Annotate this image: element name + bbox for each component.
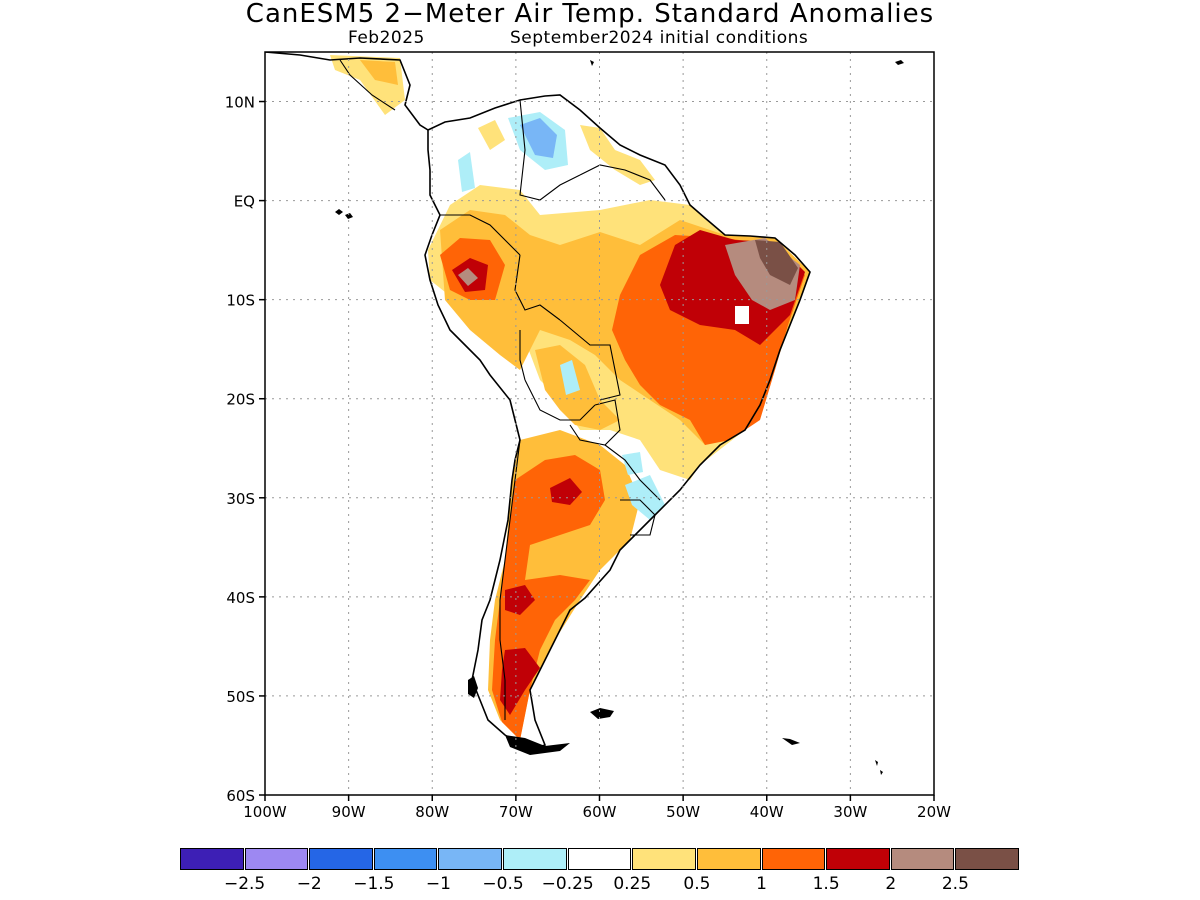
- island-tierra-del-fuego: [505, 735, 570, 755]
- border-brazil-north: [579, 164, 666, 201]
- coastlines: [265, 52, 811, 751]
- lon-tick-label: 70W: [499, 803, 533, 821]
- colorbar-swatch: [503, 848, 567, 870]
- border-uruguay: [620, 499, 656, 536]
- anomaly-band-cyan-colombia: [458, 152, 475, 192]
- forecast-month: Feb2025: [348, 28, 425, 48]
- border-colombia-venezuela: [519, 99, 581, 201]
- anomaly-band-yellow-north: [478, 120, 505, 150]
- lon-tick-label: 20W: [917, 803, 951, 821]
- island-chiloe: [468, 676, 478, 698]
- anomaly-band-brown-west: [458, 268, 478, 286]
- border-bolivia-brazil: [559, 319, 621, 401]
- island-falklands: [590, 708, 614, 719]
- anomaly-band-dark-red-patagonia: [500, 585, 540, 715]
- anomaly-field: [330, 55, 810, 740]
- islands: [335, 60, 904, 775]
- chart-title: CanESM5 2−Meter Air Temp. Standard Anoma…: [245, 0, 935, 29]
- colorbar-label: −2: [296, 874, 322, 894]
- colorbar-label: 2: [885, 874, 897, 894]
- colorbar-swatch: [632, 848, 696, 870]
- lat-tick-label: EQ: [234, 193, 255, 211]
- colorbar-label: −0.5: [482, 874, 524, 894]
- colorbar-swatch: [890, 848, 955, 870]
- initial-conditions: September2024 initial conditions: [510, 28, 809, 48]
- anomaly-band-yellow-coast: [580, 125, 655, 185]
- lon-tick-label: 80W: [415, 803, 449, 821]
- border-peru-brazil: [514, 254, 561, 321]
- country-borders: [339, 59, 666, 720]
- map-grid: [265, 52, 934, 795]
- lat-tick-label: 10N: [225, 94, 255, 112]
- colorbar-swatch: [180, 848, 244, 870]
- border-bolivia-south: [524, 379, 596, 421]
- anomaly-band-cyan-parana: [622, 452, 643, 475]
- colorbar-label: 1.5: [812, 874, 840, 894]
- colorbar-swatch: [438, 848, 503, 870]
- anomaly-band-cyan-bolivia: [560, 360, 580, 395]
- colorbar-swatch: [244, 848, 309, 870]
- colorbar-swatch: [826, 848, 890, 870]
- lat-tick-label: 40S: [226, 589, 255, 607]
- coastline-south-america: [424, 94, 811, 751]
- colorbar-label: 0.25: [613, 874, 652, 894]
- lat-tick-label: 60S: [226, 787, 255, 805]
- lon-tick-label: 40W: [750, 803, 784, 821]
- colorbar-label: −0.25: [541, 874, 594, 894]
- colorbar-label: 1: [756, 874, 767, 894]
- border-argentina-brazil: [604, 444, 661, 501]
- island-south-georgia: [782, 738, 800, 745]
- lon-tick-label: 100W: [243, 803, 287, 821]
- border-chile-argentina: [499, 439, 521, 720]
- lon-tick-label: 60W: [583, 803, 617, 821]
- border-central-america: [339, 59, 396, 111]
- lat-tick-label: 30S: [226, 490, 255, 508]
- anomaly-band-dark-brown: [755, 240, 798, 285]
- colorbar-label: −1.5: [353, 874, 395, 894]
- anomaly-gap: [735, 306, 749, 324]
- colorbar-swatch: [696, 848, 761, 870]
- lon-tick-label: 50W: [666, 803, 700, 821]
- border-ecuador-peru: [440, 214, 521, 256]
- coastline-central-america: [265, 52, 429, 131]
- colorbar-label: −2.5: [223, 874, 266, 894]
- lat-tick-label: 20S: [226, 391, 255, 409]
- colorbar-swatch: [955, 848, 1019, 870]
- border-peru-bolivia: [519, 330, 526, 381]
- anomaly-band-orange-central-america: [360, 60, 398, 85]
- lon-tick-label: 30W: [833, 803, 867, 821]
- colorbar-label: 0.5: [683, 874, 711, 894]
- island-galapagos: [335, 209, 353, 219]
- colorbar-swatch: [309, 848, 373, 870]
- colorbar-label: −1: [425, 874, 451, 894]
- colorbar-swatch: [761, 848, 826, 870]
- colorbar-swatch: [373, 848, 438, 870]
- colorbar-swatch: [567, 848, 632, 870]
- anomaly-band-blue-north: [520, 118, 557, 158]
- lat-tick-label: 50S: [226, 688, 255, 706]
- lon-tick-label: 90W: [332, 803, 366, 821]
- border-paraguay: [569, 399, 621, 446]
- colorbar-label: 2.5: [941, 874, 969, 894]
- island-south-sandwich: [875, 760, 883, 775]
- lat-tick-label: 10S: [226, 292, 255, 310]
